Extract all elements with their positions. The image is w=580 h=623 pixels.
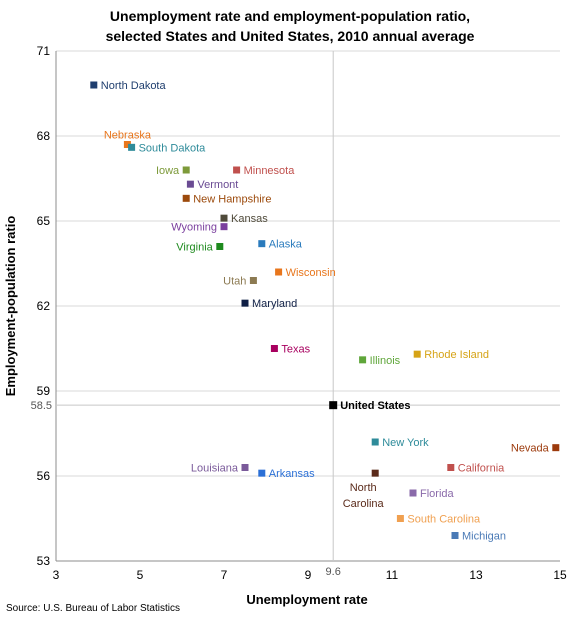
x-tick-label: 11 — [386, 568, 399, 582]
point-label: Florida — [420, 488, 455, 500]
x-tick-label: 5 — [137, 568, 144, 582]
x-reference-label: 9.6 — [326, 566, 341, 578]
data-point — [270, 345, 278, 352]
data-point — [216, 243, 224, 250]
data-point — [451, 532, 459, 539]
point-label: Kansas — [231, 213, 268, 225]
y-tick-label: 62 — [37, 299, 51, 313]
point-label: New Hampshire — [193, 193, 271, 205]
point-label: New York — [382, 437, 429, 449]
y-tick-label: 68 — [37, 129, 51, 143]
point-label: Minnesota — [244, 165, 296, 177]
x-axis-title: Unemployment rate — [246, 592, 367, 607]
data-point — [128, 143, 136, 151]
data-point — [371, 469, 379, 477]
x-tick-label: 15 — [553, 568, 567, 582]
data-point — [182, 166, 190, 174]
data-point — [329, 401, 338, 410]
point-label: South Dakota — [139, 142, 207, 154]
point-label: Wyoming — [171, 222, 217, 234]
data-point — [241, 299, 249, 307]
data-point — [447, 464, 455, 471]
data-point — [413, 350, 421, 358]
y-tick-label: 59 — [37, 384, 51, 398]
data-point — [186, 180, 194, 188]
data-point — [371, 438, 379, 446]
y-tick-label: 56 — [37, 469, 51, 483]
point-label: Alaska — [269, 239, 303, 251]
data-point — [552, 444, 560, 452]
data-point — [258, 469, 266, 477]
x-tick-label: 9 — [305, 568, 312, 582]
source-note: Source: U.S. Bureau of Labor Statistics — [6, 603, 180, 614]
point-label: California — [458, 463, 505, 475]
point-label: Arkansas — [269, 468, 315, 480]
data-point — [123, 141, 131, 148]
point-label: Nevada — [511, 443, 550, 455]
axis-ticks: 53 56 59 62 65 68 71 3 5 7 9 11 13 15 9.6 58.5 — [31, 44, 567, 582]
data-point — [220, 223, 228, 231]
data-point — [249, 277, 257, 284]
point-label: Utah — [223, 276, 246, 288]
point-label: North Dakota — [101, 80, 167, 92]
point-label: Illinois — [370, 355, 401, 367]
point-label-line: North — [350, 482, 377, 494]
data-point — [359, 356, 367, 364]
data-point — [409, 489, 417, 497]
data-point — [241, 464, 249, 471]
y-tick-label: 71 — [37, 44, 51, 58]
x-tick-label: 3 — [53, 568, 60, 582]
point-label: Michigan — [462, 531, 506, 543]
y-axis-title: Employment-population ratio — [3, 216, 18, 397]
point-label: Louisiana — [191, 463, 239, 475]
y-tick-label: 53 — [37, 554, 51, 568]
data-point — [396, 515, 404, 522]
point-label: Vermont — [197, 179, 238, 191]
x-tick-label: 13 — [469, 568, 483, 582]
point-label: Wisconsin — [286, 267, 336, 279]
point-label: Nebraska — [104, 130, 152, 142]
data-point — [182, 194, 190, 202]
x-tick-label: 7 — [221, 568, 228, 582]
point-label: United States — [340, 400, 410, 412]
data-point — [90, 81, 98, 89]
y-reference-label: 58.5 — [31, 400, 52, 412]
data-point — [258, 240, 266, 248]
y-tick-label: 65 — [37, 214, 51, 228]
point-label: Virginia — [176, 242, 213, 254]
plot-grid — [55, 50, 560, 562]
data-point — [233, 166, 241, 174]
point-label: Maryland — [252, 298, 297, 310]
data-point — [220, 214, 228, 222]
chart-title-line-1: Unemployment rate and employment-populat… — [110, 8, 470, 24]
point-label: South Carolina — [407, 514, 481, 526]
data-point — [275, 268, 283, 276]
point-label: North Carolina — [343, 482, 385, 510]
point-label-line: Carolina — [343, 498, 385, 510]
chart-title-line-2: selected States and United States, 2010 … — [106, 28, 475, 44]
point-label: Iowa — [156, 165, 180, 177]
point-label: Texas — [281, 344, 310, 356]
point-label: Rhode Island — [424, 349, 489, 361]
